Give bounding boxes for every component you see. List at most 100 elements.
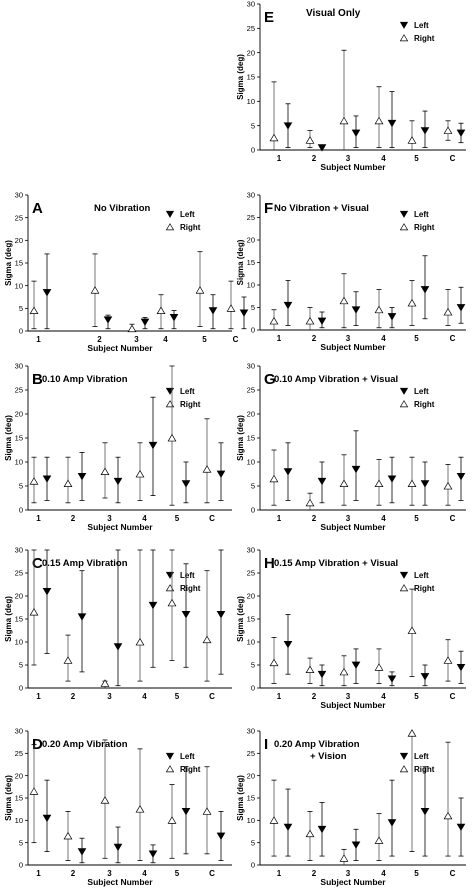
x-tick-label: 5 [202, 335, 207, 344]
y-tick-label: 0 [19, 861, 23, 870]
panel-title: Visual Only [306, 8, 361, 19]
data-point-left [181, 611, 191, 619]
legend-left-marker [399, 21, 409, 29]
data-point-left [283, 640, 293, 649]
data-point-left [420, 127, 430, 135]
data-point-left [148, 441, 158, 450]
y-tick-label: 10 [247, 281, 255, 290]
data-point-left [351, 129, 361, 137]
y-tick-label: 20 [247, 236, 255, 245]
data-point-left [351, 841, 361, 849]
data-point-right [202, 807, 212, 815]
y-tick-label: 15 [15, 259, 23, 268]
data-point-left [283, 122, 293, 130]
legend: Left Right [165, 210, 201, 232]
x-tick-label: 4 [142, 692, 147, 701]
data-point-right [63, 479, 73, 487]
panel-h: 0 5 10 15 20 25 30 1 2 3 4 5 C Sigma (deg) Subject Num… [236, 546, 466, 710]
y-tick-label: 0 [19, 327, 23, 336]
data-point-left [456, 129, 466, 137]
data-point-left [113, 643, 123, 651]
legend-left-label: Left [414, 752, 429, 761]
data-point-left [77, 848, 87, 856]
y-axis-label: Sigma (deg) [236, 775, 245, 821]
data-point-right [29, 306, 39, 314]
data-point-left [351, 465, 361, 474]
panel-title: No Vibration + Visual [274, 203, 369, 214]
data-point-right [305, 136, 315, 144]
x-tick-label: 2 [97, 335, 102, 344]
data-point-left [216, 832, 226, 840]
data-point-left [456, 473, 466, 481]
data-point-right [374, 116, 384, 125]
y-tick-label: 0 [251, 506, 255, 515]
y-tick-label: 30 [15, 727, 23, 736]
panel-g: 0 5 10 15 20 25 30 1 2 3 4 5 C Sigma (deg) Subject Num… [236, 362, 466, 532]
legend-right-marker [399, 34, 409, 42]
y-axis-label: Sigma (deg) [236, 239, 245, 285]
x-tick-label: 3 [134, 335, 139, 344]
data-point-right [407, 136, 417, 144]
x-tick-label: 2 [312, 692, 317, 701]
y-tick-label: 5 [251, 482, 255, 491]
y-axis-label: Sigma (deg) [4, 775, 13, 821]
legend: Left Right [165, 571, 201, 593]
x-axis-label: Subject Number [320, 342, 386, 352]
legend: Left Right [165, 752, 201, 774]
y-tick-label: 0 [19, 506, 23, 515]
panel-i: 0 5 10 15 20 25 30 1 2 3 4 5 C Sigma (deg) Subject Num… [236, 727, 466, 887]
panel-b: 0 5 10 15 20 25 30 1 2 3 4 5 C Sigma (deg) Subject Num… [4, 362, 232, 532]
panel-f: 0 5 10 15 20 25 30 1 2 3 4 5 C Sigma (deg) Subject Num… [236, 191, 466, 352]
data-point-right [305, 316, 315, 325]
x-tick-label: 3 [107, 692, 112, 701]
y-tick-label: 25 [247, 213, 255, 222]
panel-title: No Vibration [94, 203, 150, 214]
legend-left-marker [165, 571, 175, 579]
y-tick-label: 30 [247, 727, 255, 736]
data-point-right [195, 286, 205, 294]
y-tick-label: 5 [19, 304, 23, 313]
x-tick-label: 4 [381, 334, 386, 343]
data-point-right [135, 469, 145, 478]
legend: Left Right [399, 21, 435, 43]
data-point-left [317, 477, 327, 486]
x-axis-label: Subject Number [320, 162, 386, 172]
legend-left-marker [399, 752, 409, 760]
y-tick-label: 5 [251, 121, 255, 130]
data-point-left [317, 670, 327, 679]
panel-letter: B [32, 371, 43, 388]
data-point-left [420, 286, 430, 294]
y-tick-label: 15 [247, 258, 255, 267]
x-axis-label: Subject Number [320, 877, 386, 887]
data-point-right [156, 306, 166, 314]
y-tick-label: 10 [15, 816, 23, 825]
panel-letter: A [32, 200, 43, 217]
x-tick-label: 4 [381, 692, 386, 701]
data-point-left [140, 318, 150, 326]
x-tick-label: C [450, 154, 456, 163]
data-point-right [443, 656, 453, 664]
y-tick-label: 15 [247, 73, 255, 82]
y-tick-label: 10 [15, 638, 23, 647]
data-point-right [269, 816, 279, 824]
data-point-left [208, 307, 218, 315]
data-point-right [63, 831, 73, 840]
y-tick-label: 20 [247, 410, 255, 419]
y-tick-label: 10 [247, 97, 255, 106]
panel-d: 0 5 10 15 20 25 30 1 2 3 4 5 C Sigma (deg) Subject Num… [4, 727, 232, 887]
panel-letter: E [264, 9, 274, 26]
y-axis-label: Sigma (deg) [4, 596, 13, 642]
panel-a: 0 5 10 15 20 25 30 1 2 3 4 5 C Sigma (deg) Subject Num… [4, 191, 249, 353]
y-tick-label: 30 [247, 191, 255, 200]
panel-title: 0.10 Amp Vibration [42, 374, 128, 385]
legend-left-marker [399, 387, 409, 395]
legend-right-label: Right [414, 223, 435, 232]
y-tick-label: 15 [247, 434, 255, 443]
panel-title: 0.15 Amp Vibration [42, 558, 128, 569]
x-tick-label: 1 [277, 334, 282, 343]
legend-right-label: Right [180, 223, 201, 232]
data-point-left [169, 314, 179, 322]
x-tick-label: 3 [346, 869, 351, 878]
legend-left-label: Left [414, 571, 429, 580]
